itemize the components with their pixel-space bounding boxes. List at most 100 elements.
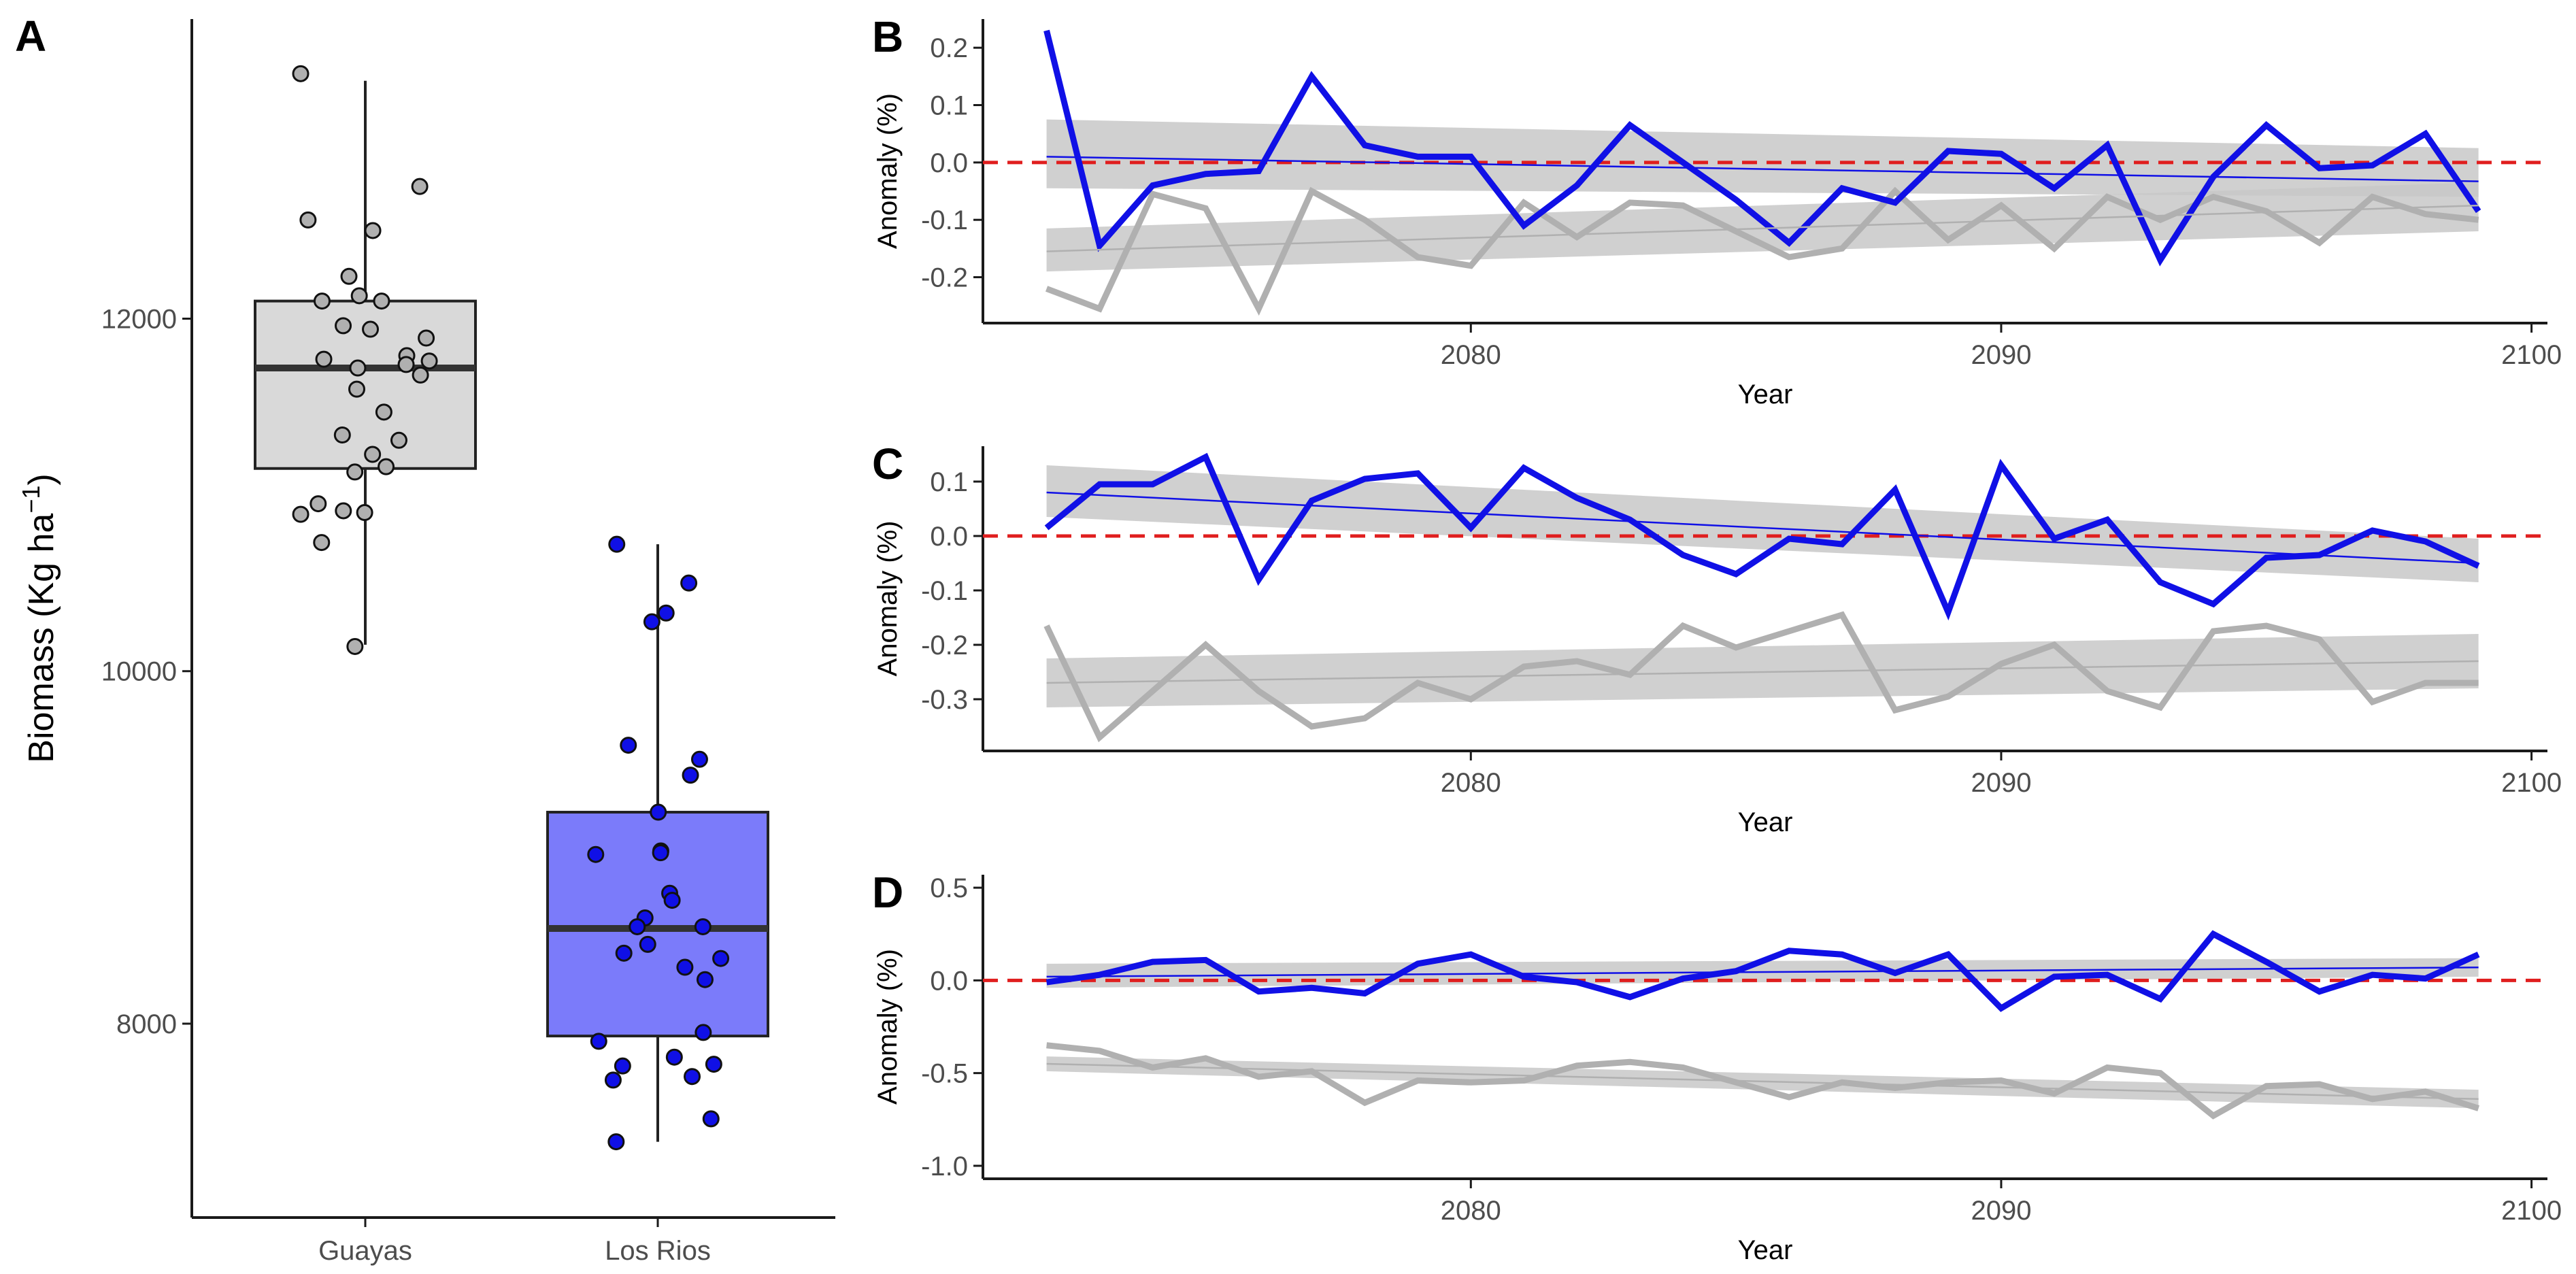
- data-point: [292, 65, 310, 82]
- data-point: [412, 366, 429, 384]
- panel-label: A: [15, 12, 46, 61]
- series-line-guayas: [1043, 611, 2479, 743]
- data-point: [340, 267, 358, 285]
- y-tick-label: 0.0: [930, 966, 968, 996]
- y-tick-label: 0.0: [930, 522, 968, 552]
- x-axis-label: Year: [1738, 807, 1793, 837]
- trend-line-guayas: [1046, 660, 2479, 684]
- y-tick-label: 0.2: [930, 33, 968, 63]
- x-tick-label: 2090: [1971, 768, 2031, 798]
- data-point: [652, 844, 669, 862]
- y-tick-label: -1.0: [921, 1152, 968, 1181]
- data-point: [614, 1057, 631, 1075]
- y-tick-label: 12000: [101, 305, 177, 335]
- x-tick-label: Guayas: [318, 1236, 412, 1266]
- panel-c-timeseries: C -0.3 -0.2 -0.1 0.0 0.1 2080 2090 2100 Year Anoma…: [872, 439, 2562, 837]
- data-point: [650, 803, 667, 821]
- data-point: [397, 356, 415, 373]
- panel-label: B: [872, 12, 903, 61]
- data-point: [590, 1033, 607, 1050]
- data-point: [349, 359, 367, 377]
- y-tick-label: -0.2: [921, 263, 968, 293]
- y-tick-label: -0.3: [921, 685, 968, 715]
- y-tick-label: -0.1: [921, 205, 968, 235]
- x-tick-label: 2080: [1441, 768, 1501, 798]
- data-point: [390, 431, 407, 449]
- data-point: [657, 604, 675, 622]
- data-point: [702, 1110, 720, 1128]
- series-line-guayas: [1046, 1042, 2479, 1120]
- data-point: [604, 1071, 622, 1089]
- data-point: [608, 535, 626, 553]
- x-tick-label: 2090: [1971, 340, 2031, 370]
- y-tick-label: 0.0: [930, 148, 968, 178]
- panel-label: C: [872, 439, 903, 488]
- data-point: [615, 944, 633, 962]
- trend-line-los-rios: [1046, 967, 2479, 978]
- data-point: [364, 222, 382, 239]
- x-tick-label: 2080: [1441, 340, 1501, 370]
- y-tick-label: 0.1: [930, 91, 968, 121]
- x-tick-label: 2100: [2501, 340, 2562, 370]
- x-axis-label: Year: [1738, 380, 1793, 409]
- panel-a-boxplot: A 8000 10000 12000 Biomass (Kg ha−1) Guayas Lo…: [15, 12, 835, 1266]
- data-point: [690, 750, 708, 768]
- y-axis-label: Biomass (Kg ha−1): [17, 473, 61, 762]
- data-point: [333, 426, 351, 444]
- data-point: [705, 1056, 722, 1073]
- data-point: [587, 845, 605, 863]
- panel-label: D: [872, 868, 903, 917]
- y-tick-label: -0.5: [921, 1059, 968, 1089]
- data-point: [665, 1048, 683, 1066]
- data-point: [680, 574, 698, 592]
- data-point: [362, 320, 380, 338]
- data-point: [684, 1068, 701, 1086]
- x-axis-label: Year: [1738, 1235, 1793, 1265]
- data-point: [346, 463, 364, 481]
- trend-line-guayas: [1046, 1062, 2479, 1101]
- data-point: [712, 950, 730, 967]
- data-point: [299, 211, 317, 229]
- data-point: [694, 918, 712, 935]
- y-tick-label: -0.2: [921, 631, 968, 660]
- confidence-band-los-rios: [1046, 465, 2479, 582]
- y-tick-label: 0.5: [930, 873, 968, 903]
- data-point: [335, 317, 352, 335]
- data-point: [313, 292, 331, 310]
- data-point: [378, 458, 395, 475]
- data-point: [629, 918, 646, 935]
- trend-line-los-rios: [1046, 491, 2479, 565]
- series-line-los-rios: [1046, 930, 2480, 1012]
- data-point: [350, 287, 368, 305]
- data-point: [356, 504, 373, 522]
- data-point: [335, 502, 352, 520]
- panel-b-timeseries: B -0.2 -0.1 0.0 0.1 0.2 2080 2090 2100 Year Anomal…: [872, 12, 2562, 409]
- y-axis-label: Anomaly (%): [873, 521, 903, 677]
- y-axis-label: Anomaly (%): [873, 93, 903, 249]
- data-point: [364, 446, 382, 463]
- data-point: [696, 971, 714, 988]
- y-tick-label: 10000: [101, 657, 177, 687]
- panel-d-timeseries: D -1.0 -0.5 0.0 0.5 2080 2090 2100 Year Anomaly (…: [872, 868, 2562, 1265]
- trend-line-guayas: [1046, 204, 2479, 252]
- data-point: [620, 737, 637, 754]
- x-tick-label: 2090: [1971, 1196, 2031, 1226]
- x-tick-label: Los Rios: [605, 1236, 711, 1266]
- data-point: [643, 613, 660, 631]
- series-line-guayas: [1045, 186, 2479, 316]
- data-point: [682, 767, 699, 784]
- data-point: [695, 1024, 712, 1041]
- x-tick-label: 2100: [2501, 1196, 2562, 1226]
- data-point: [411, 178, 429, 195]
- data-point: [663, 892, 681, 909]
- y-axis-label: Anomaly (%): [873, 949, 903, 1105]
- data-point: [420, 352, 438, 370]
- data-point: [375, 403, 392, 421]
- data-point: [373, 292, 390, 310]
- series-line-los-rios: [1044, 452, 2480, 621]
- y-axis-label-superscript: −1: [17, 486, 45, 514]
- y-tick-label: -0.1: [921, 576, 968, 606]
- confidence-band-guayas: [1046, 1056, 2479, 1109]
- trend-line-los-rios: [1046, 156, 2479, 182]
